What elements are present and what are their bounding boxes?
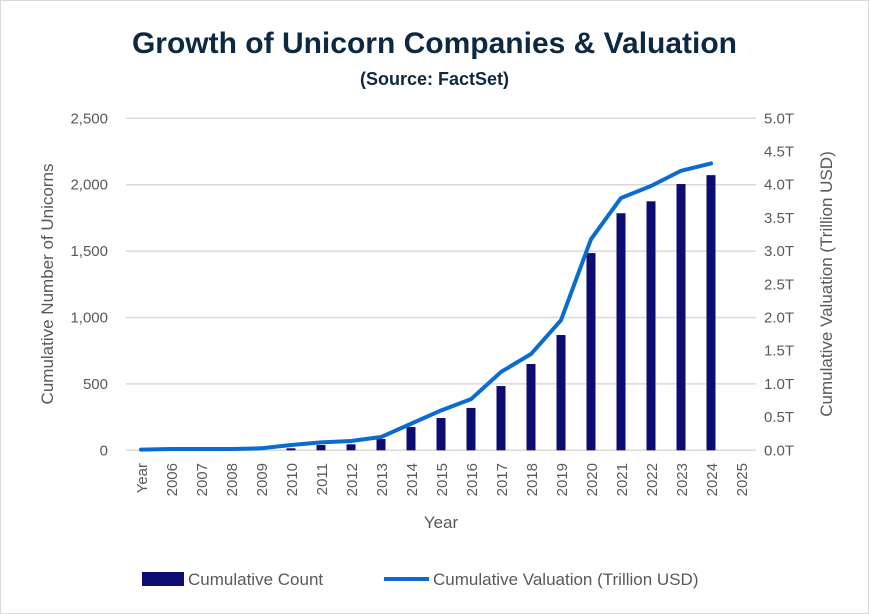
x-tick-label: Year xyxy=(134,463,151,493)
bar-2017 xyxy=(496,386,506,451)
bar-2014 xyxy=(406,427,416,451)
x-tick-label: 2009 xyxy=(254,463,271,496)
x-tick-label: 2012 xyxy=(344,463,361,496)
bar-2024 xyxy=(706,175,716,451)
y2-tick-label: 2.0T xyxy=(764,310,794,327)
x-tick-label: 2023 xyxy=(674,463,691,496)
y2-tick-label: 4.0T xyxy=(764,177,794,194)
y-tick-label: 1,500 xyxy=(70,243,108,260)
x-tick-label: 2011 xyxy=(314,463,331,495)
bar-2015 xyxy=(436,418,446,451)
bar-2019 xyxy=(556,335,566,451)
y2-tick-label: 5.0T xyxy=(764,110,794,127)
bar-2013 xyxy=(376,439,386,451)
y-tick-label: 0 xyxy=(100,442,108,459)
x-tick-label: 2025 xyxy=(734,463,751,496)
chart-subtitle: (Source: FactSet) xyxy=(359,69,510,89)
y2-tick-label: 1.5T xyxy=(764,343,794,360)
x-tick-label: 2017 xyxy=(494,463,511,496)
bar-2010 xyxy=(286,448,296,451)
x-tick-label: 2015 xyxy=(434,463,451,496)
y2-tick-label: 3.5T xyxy=(764,210,794,227)
bar-2022 xyxy=(646,201,656,451)
y-axis-label: Cumulative Number of Unicorns xyxy=(38,164,57,405)
x-tick-label: 2018 xyxy=(524,463,541,496)
bar-2011 xyxy=(316,444,326,451)
bar-2012 xyxy=(346,444,356,451)
y2-tick-label: 0.0T xyxy=(764,442,794,459)
legend-bar-swatch xyxy=(142,572,184,586)
y2-tick-label: 0.5T xyxy=(764,409,794,426)
y2-axis-label: Cumulative Valuation (Trillion USD) xyxy=(817,151,836,416)
x-axis-label: Year xyxy=(424,513,459,532)
legend-count-label: Cumulative Count xyxy=(188,570,323,589)
bar-2016 xyxy=(466,407,476,451)
legend-valuation-label: Cumulative Valuation (Trillion USD) xyxy=(433,570,698,589)
x-tick-label: 2013 xyxy=(374,463,391,496)
x-tick-label: 2020 xyxy=(584,463,601,496)
x-tick-label: 2019 xyxy=(554,463,571,496)
y2-tick-label: 3.0T xyxy=(764,243,794,260)
y-tick-label: 2,000 xyxy=(70,177,108,194)
y-tick-label: 500 xyxy=(83,376,108,393)
x-tick-label: 2014 xyxy=(404,463,421,496)
bar-2018 xyxy=(526,363,536,451)
bar-2021 xyxy=(616,213,626,451)
y2-tick-label: 4.5T xyxy=(764,144,794,161)
valuation-line xyxy=(139,161,713,452)
x-tick-label: 2016 xyxy=(464,463,481,496)
x-tick-label: 2006 xyxy=(164,463,181,496)
x-tick-label: 2024 xyxy=(704,463,721,496)
chart-title: Growth of Unicorn Companies & Valuation xyxy=(131,27,738,60)
y-tick-label: 2,500 xyxy=(70,110,108,127)
bar-2020 xyxy=(586,253,596,451)
x-tick-label: 2010 xyxy=(284,463,301,496)
x-tick-label: 2022 xyxy=(644,463,661,496)
x-tick-label: 2007 xyxy=(194,463,211,496)
y-tick-label: 1,000 xyxy=(70,310,108,327)
y2-tick-label: 1.0T xyxy=(764,376,794,393)
x-tick-label: 2008 xyxy=(224,463,241,496)
x-tick-label: 2021 xyxy=(614,463,631,496)
bar-2023 xyxy=(676,184,686,451)
y2-tick-label: 2.5T xyxy=(764,276,794,293)
